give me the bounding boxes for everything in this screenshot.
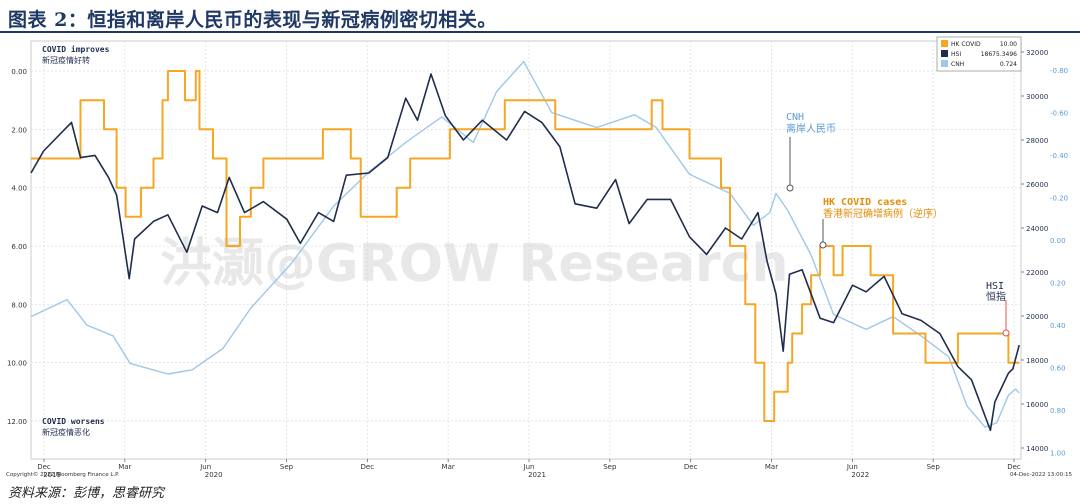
series-layer bbox=[30, 60, 1020, 432]
copyright-text: Copyright© 2022 Bloomberg Finance L.P. bbox=[6, 471, 120, 478]
series-line-hk-covid bbox=[31, 70, 1020, 422]
legend-value: 10.00 bbox=[1000, 41, 1017, 48]
x-tick-year: 2022 bbox=[851, 471, 869, 479]
x-tick-month: Dec bbox=[37, 463, 51, 471]
legend-value: 18675.3496 bbox=[981, 51, 1017, 58]
hsi-callout-dot bbox=[1002, 329, 1010, 337]
chart-svg: 洪灏@GROW Research 0.00 2.00 4.00 6.00 8.00 10.… bbox=[6, 36, 1073, 479]
left-tick-label: 0.00 bbox=[11, 68, 27, 76]
series-line-hsi bbox=[30, 73, 1020, 432]
cnh-tick-label: 0.00 bbox=[1050, 237, 1066, 245]
cnh-tick-label: -0.80 bbox=[1050, 67, 1068, 75]
cnh-tick-label: 0.60 bbox=[1050, 365, 1066, 373]
legend-name: HSI bbox=[951, 51, 961, 58]
x-tick-month: Sep bbox=[927, 463, 941, 471]
legend-swatch bbox=[941, 40, 948, 47]
covid-improves-cn-label: 新冠疫情好转 bbox=[42, 55, 90, 65]
cnh-tick-label: -0.20 bbox=[1050, 195, 1068, 203]
cnh-tick-label: -0.40 bbox=[1050, 152, 1068, 160]
x-tick-month: Mar bbox=[118, 463, 131, 471]
hsi-tick-label: 24000 bbox=[1026, 225, 1048, 233]
hsi-tick-label: 14000 bbox=[1026, 445, 1048, 453]
figure-title-bar: 图表 2：恒指和离岸人民币的表现与新冠病例密切相关。 bbox=[0, 0, 1080, 33]
x-tick-month: Jun bbox=[846, 463, 858, 471]
x-tick-month: Dec bbox=[1007, 463, 1021, 471]
left-tick-label: 8.00 bbox=[11, 301, 27, 309]
covid-worsens-label: COVID worsens bbox=[42, 417, 105, 426]
x-tick-month: Mar bbox=[442, 463, 455, 471]
cnh-callout-label: CNH bbox=[786, 112, 804, 123]
legend-box bbox=[936, 36, 1022, 72]
left-tick-label: 6.00 bbox=[11, 243, 27, 251]
source-note: 资料来源：彭博，思睿研究 bbox=[8, 486, 165, 501]
cnh-tick-label: 0.40 bbox=[1050, 322, 1066, 330]
left-tick-label: 12.00 bbox=[7, 418, 27, 426]
left-tick-label: 2.00 bbox=[11, 126, 27, 134]
legend-value: 0.724 bbox=[1000, 61, 1017, 68]
covid-improves-label: COVID improves bbox=[42, 44, 110, 54]
x-tick-year: 2020 bbox=[205, 471, 223, 479]
grid-lines bbox=[31, 41, 1021, 459]
hsi-tick-label: 26000 bbox=[1026, 181, 1048, 189]
title-underline bbox=[0, 31, 1080, 33]
hsi-tick-label: 20000 bbox=[1026, 313, 1048, 321]
hsi-tick-label: 22000 bbox=[1026, 269, 1048, 277]
cnh-tick-label: 1.00 bbox=[1050, 450, 1066, 458]
x-tick-month: Jun bbox=[523, 463, 535, 471]
cnh-callout-cn-label: 离岸人民币 bbox=[786, 122, 836, 135]
x-tick-month: Sep bbox=[280, 463, 294, 471]
x-tick-month: Dec bbox=[361, 463, 375, 471]
x-tick-month: Jun bbox=[199, 463, 211, 471]
left-axis-ticks: 0.00 2.00 4.00 6.00 8.00 10.00 12.00 bbox=[7, 68, 27, 426]
x-tick-month: Mar bbox=[765, 463, 778, 471]
legend-swatch bbox=[941, 50, 948, 57]
left-tick-label: 10.00 bbox=[7, 360, 27, 368]
x-tick-month: Dec bbox=[684, 463, 698, 471]
legend-name: CNH bbox=[951, 61, 964, 68]
hsi-tick-label: 32000 bbox=[1026, 49, 1048, 57]
hsi-tick-label: 30000 bbox=[1026, 93, 1048, 101]
cnh-tick-label: -0.60 bbox=[1050, 110, 1068, 118]
hk-callout-cn-label: 香港新冠确增病例（逆序） bbox=[823, 207, 943, 220]
x-tick-year: 2019 bbox=[43, 471, 61, 479]
hsi-callout-cn-label: 恒指 bbox=[986, 290, 1006, 303]
cnh-tick-label: 0.80 bbox=[1050, 407, 1066, 415]
x-tick-year: 2021 bbox=[528, 471, 546, 479]
hsi-tick-label: 16000 bbox=[1026, 401, 1048, 409]
x-tick-month: Sep bbox=[603, 463, 617, 471]
legend-swatch bbox=[941, 60, 948, 67]
hk-callout-label: HK COVID cases bbox=[823, 197, 907, 208]
covid-worsens-cn-label: 新冠疫情恶化 bbox=[42, 427, 90, 437]
cnh-callout-dot bbox=[786, 184, 794, 192]
hsi-tick-label: 18000 bbox=[1026, 357, 1048, 365]
timestamp-text: 04-Dec-2022 13:00:15 bbox=[1010, 472, 1073, 478]
cnh-tick-label: 0.20 bbox=[1050, 280, 1066, 288]
watermark: 洪灏@GROW Research bbox=[160, 234, 789, 294]
series-line-cnh bbox=[30, 60, 1020, 428]
hsi-callout-label: HSI bbox=[986, 281, 1004, 292]
plot-frame bbox=[30, 40, 1022, 460]
hsi-tick-label: 28000 bbox=[1026, 137, 1048, 145]
hk-callout-dot bbox=[819, 241, 827, 249]
legend-name: HK COVID bbox=[951, 41, 981, 48]
cnh-axis-ticks: -0.80 -0.60 -0.40 -0.20 0.00 0.20 0.40 0.60 0.80… bbox=[1050, 67, 1068, 458]
hsi-axis-ticks: 32000 30000 28000 26000 24000 22000 20000 18000… bbox=[1021, 49, 1048, 453]
left-tick-label: 4.00 bbox=[11, 185, 27, 193]
legend: HK COVID 10.00 HSI 18675.3496 CNH 0.724 bbox=[936, 36, 1022, 72]
figure-title: 图表 2：恒指和离岸人民币的表现与新冠病例密切相关。 bbox=[8, 9, 497, 31]
chart-container: 洪灏@GROW Research 0.00 2.00 4.00 6.00 8.00 10.… bbox=[0, 33, 1080, 480]
